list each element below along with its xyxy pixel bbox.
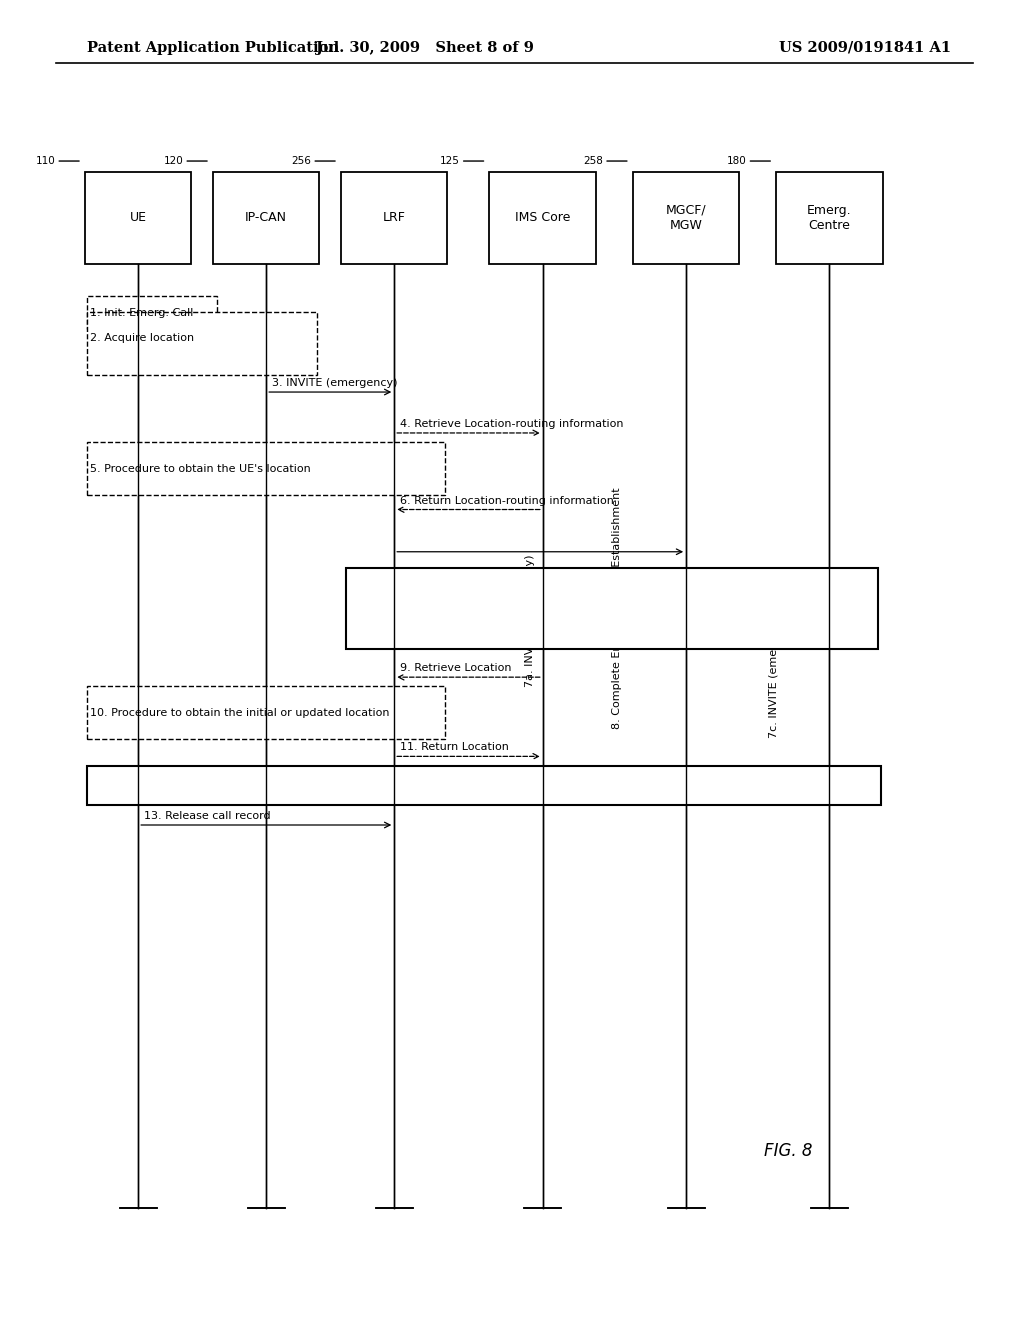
Bar [87,766,881,805]
Bar [346,568,878,649]
Text: IMS Core: IMS Core [515,211,570,224]
Text: 125: 125 [440,156,460,166]
Text: 120: 120 [164,156,183,166]
Text: 3. INVITE (emergency): 3. INVITE (emergency) [272,378,398,388]
Text: 258: 258 [584,156,603,166]
Text: FIG. 8: FIG. 8 [764,1142,813,1160]
Bar [341,172,447,264]
Text: 180: 180 [727,156,746,166]
Text: 7a. INVITE (emergency): 7a. INVITE (emergency) [525,554,535,686]
Bar [87,686,445,739]
Text: 5. Procedure to obtain the UE's location: 5. Procedure to obtain the UE's location [90,463,311,474]
Text: Jul. 30, 2009   Sheet 8 of 9: Jul. 30, 2009 Sheet 8 of 9 [316,41,534,54]
Text: 110: 110 [36,156,55,166]
Bar [776,172,883,264]
Text: Emerg.
Centre: Emerg. Centre [807,203,852,232]
Bar [87,442,445,495]
Text: MGCF/
MGW: MGCF/ MGW [666,203,707,232]
Text: 13. Release call record: 13. Release call record [144,810,271,821]
Bar [489,172,596,264]
Text: Patent Application Publication: Patent Application Publication [87,41,339,54]
Text: 1. Init. Emerg. Call: 1. Init. Emerg. Call [90,308,194,318]
Bar [87,312,317,375]
Text: 10. Procedure to obtain the initial or updated location: 10. Procedure to obtain the initial or u… [90,708,389,718]
Bar [213,172,319,264]
Bar [85,172,191,264]
Text: 12. Release Emergency Call: 12. Release Emergency Call [406,780,562,791]
Text: LRF: LRF [383,211,406,224]
Text: 8. Complete Emergency Call Establishment: 8. Complete Emergency Call Establishment [612,487,622,730]
Text: US 2009/0191841 A1: US 2009/0191841 A1 [779,41,951,54]
Text: 4. Retrieve Location-routing information: 4. Retrieve Location-routing information [400,418,624,429]
Text: 6. Return Location-routing information: 6. Return Location-routing information [400,495,614,506]
Bar [633,172,739,264]
Text: 7c. INVITE (emergency): 7c. INVITE (emergency) [769,606,779,738]
Text: UE: UE [130,211,146,224]
Text: 9. Retrieve Location: 9. Retrieve Location [400,663,512,673]
Bar [87,296,217,329]
Text: IP-CAN: IP-CAN [245,211,288,224]
Text: 7b. IAM: 7b. IAM [737,583,748,626]
Text: 256: 256 [292,156,311,166]
Text: 2. Acquire location: 2. Acquire location [90,333,195,343]
Text: 11. Return Location: 11. Return Location [400,742,509,752]
